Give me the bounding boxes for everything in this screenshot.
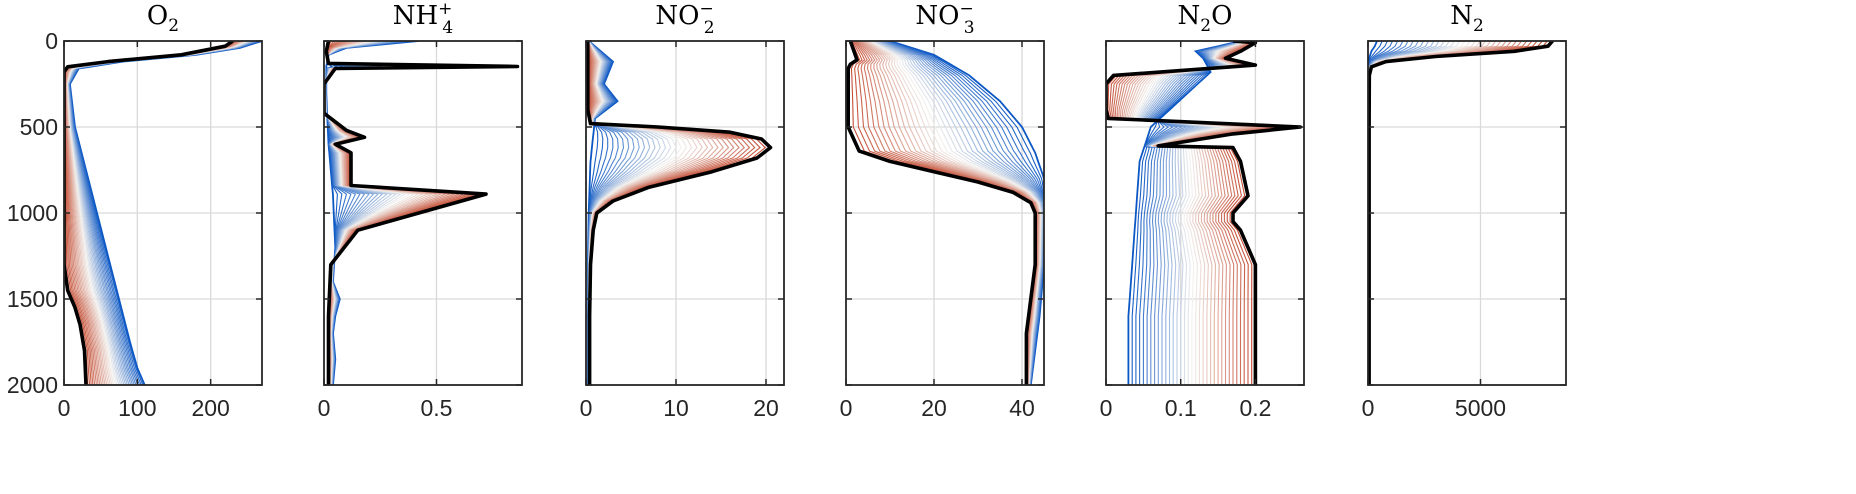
x-tick-label: 0 [840, 395, 853, 421]
ensemble-lines [1106, 41, 1301, 385]
title-subscript: 2 [1473, 16, 1484, 36]
y-tick-label: 500 [20, 114, 58, 140]
title-base: NO [915, 1, 959, 31]
series-final-profile [1368, 41, 1554, 385]
x-tick-label: 5000 [1455, 395, 1506, 421]
x-tick-label: 100 [118, 395, 156, 421]
y-tick-label: 0 [45, 28, 58, 54]
title-superscript: − [960, 0, 974, 19]
x-tick-label: 0 [1100, 395, 1113, 421]
title-base: NH [393, 1, 438, 31]
title-base: N [1450, 1, 1473, 31]
series-final-profile [64, 41, 234, 385]
series-ensemble-profile [1131, 41, 1241, 385]
x-tick-label: 0 [580, 395, 593, 421]
title-subscript: 2 [1200, 16, 1211, 36]
panel-3: 0 10 20 NO− 2 [580, 0, 785, 421]
title-superscript: − [700, 0, 714, 19]
title-superscript: + [438, 0, 452, 19]
y-tick-label: 1000 [7, 200, 58, 226]
x-tick-label: 0.2 [1239, 395, 1271, 421]
panel-2: 0 0.5 NH+ 4 [318, 0, 523, 421]
panel-5: 0 0.1 0.2 N2O [1100, 1, 1305, 421]
panel-6: 0 5000 N2 [1362, 1, 1567, 421]
x-tick-label: 200 [191, 395, 229, 421]
series-ensemble-profile [1139, 41, 1240, 385]
title-subscript: 3 [964, 18, 975, 38]
x-tick-label: 40 [1009, 395, 1035, 421]
series-final-profile [586, 41, 773, 385]
title-base: O [147, 1, 168, 31]
x-tick-label: 0 [318, 395, 331, 421]
series-final-profile [1106, 41, 1303, 385]
y-tick-label: 2000 [7, 372, 58, 398]
panel-title: NO− 3 [915, 0, 974, 38]
title-tail: O [1211, 1, 1232, 31]
x-tick-label: 0.1 [1165, 395, 1197, 421]
panel-4: 0 20 40 NO− 3 [840, 0, 1045, 421]
panel-title: NH+ 4 [393, 0, 454, 38]
x-tick-label: 20 [921, 395, 947, 421]
title-subscript: 2 [168, 16, 179, 36]
panel-title: N2 [1450, 1, 1484, 36]
x-tick-label: 0 [58, 395, 71, 421]
title-base: NO [655, 1, 699, 31]
x-tick-label: 0.5 [421, 395, 453, 421]
panel-title: N2O [1178, 1, 1233, 36]
y-tick-label: 1500 [7, 286, 58, 312]
series-final-profile [846, 41, 1037, 385]
panel-title: NO− 2 [655, 0, 714, 38]
title-base: N [1178, 1, 1201, 31]
series-final-profile [324, 41, 520, 385]
ensemble-lines [847, 41, 1044, 385]
series-ensemble-profile [1135, 41, 1241, 385]
ensemble-lines [586, 41, 772, 385]
title-subscript: 4 [442, 18, 453, 38]
series-first-profile [1127, 41, 1241, 385]
x-tick-label: 10 [663, 395, 689, 421]
title-subscript: 2 [704, 18, 715, 38]
x-tick-label: 0 [1362, 395, 1375, 421]
x-tick-label: 20 [753, 395, 779, 421]
panel-title: O2 [147, 1, 179, 36]
